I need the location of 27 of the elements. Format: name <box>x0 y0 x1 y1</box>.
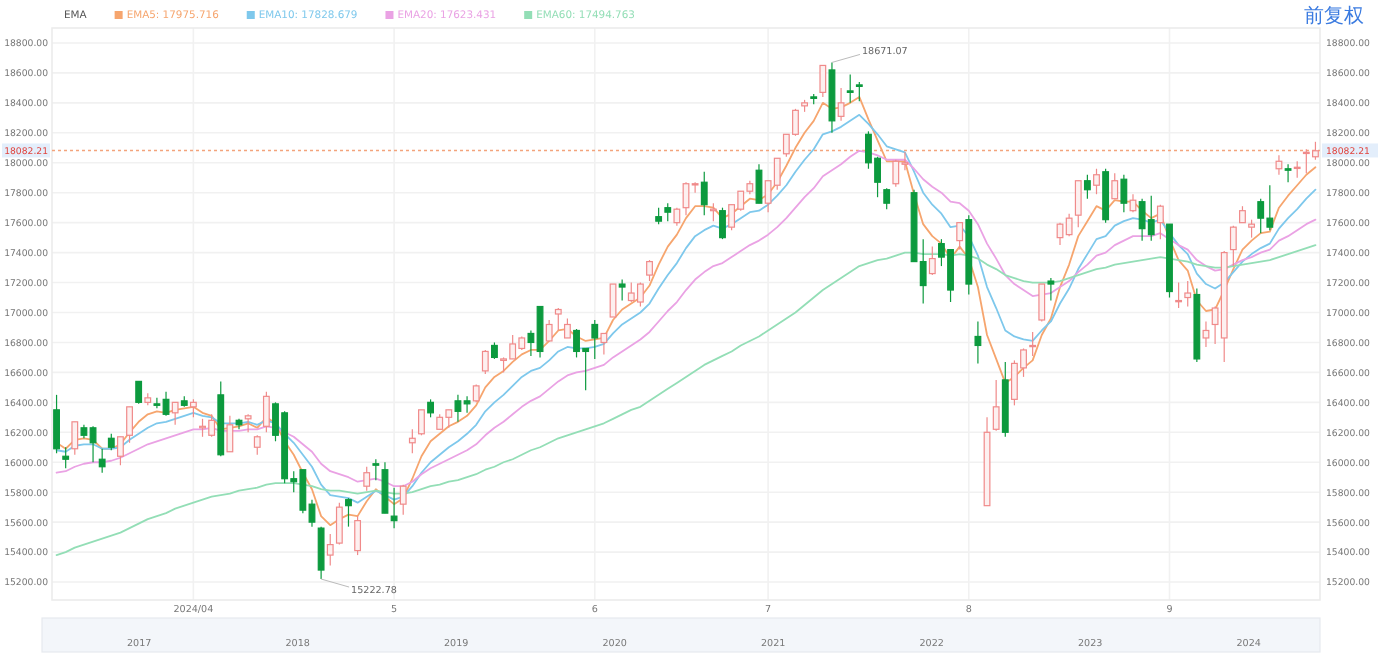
candlestick <box>846 73 854 104</box>
candlestick <box>700 171 708 216</box>
candlestick <box>1284 163 1292 183</box>
candlestick <box>1147 195 1155 242</box>
candlestick <box>974 320 982 365</box>
annotation: 前复权 <box>1304 4 1364 28</box>
candlestick <box>317 526 325 580</box>
candlestick <box>390 487 398 529</box>
candlestick <box>381 461 389 514</box>
candlestick <box>855 81 863 102</box>
candlestick <box>591 319 599 360</box>
candlestick <box>98 448 106 474</box>
candlestick <box>363 466 371 492</box>
candlestick <box>883 187 891 210</box>
candlestick <box>372 458 380 481</box>
line-series <box>55 244 1317 556</box>
candlestick <box>719 207 726 240</box>
candlestick <box>135 380 143 405</box>
candlestick <box>1102 168 1110 224</box>
candlestick <box>1120 174 1128 213</box>
candlestick <box>62 446 70 469</box>
candlestick <box>618 278 626 302</box>
candlestick <box>1047 277 1055 302</box>
candlestick <box>53 394 60 454</box>
candlestick <box>1257 198 1265 234</box>
candlestick <box>345 497 352 528</box>
candlestick <box>1083 174 1091 200</box>
